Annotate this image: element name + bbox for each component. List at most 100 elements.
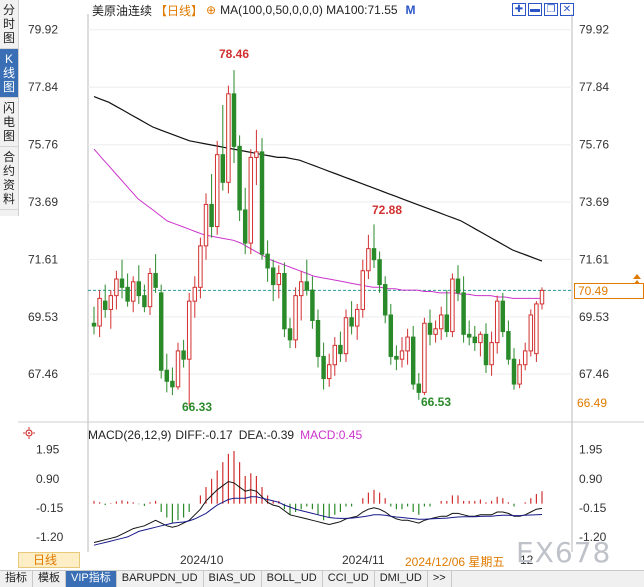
tab-boll[interactable]: BOLL_UD xyxy=(262,571,323,587)
tab-cci[interactable]: CCI_UD xyxy=(323,571,375,587)
candle-up xyxy=(450,278,455,333)
candle-up xyxy=(405,336,410,352)
tab-bias[interactable]: BIAS_UD xyxy=(204,571,262,587)
candle-up xyxy=(438,314,444,330)
high-label-2: 72.88 xyxy=(372,203,402,217)
candle-up xyxy=(332,344,338,366)
candle-down xyxy=(410,336,416,385)
candle-down xyxy=(287,328,293,341)
candle-down xyxy=(237,145,242,211)
price-tick-left: 77.84 xyxy=(28,80,58,94)
candle-down xyxy=(259,151,265,255)
candle-down xyxy=(483,333,489,366)
symbol-name: 美原油连续 xyxy=(92,3,153,18)
price-tick-right: 71.61 xyxy=(579,252,609,266)
candle-down xyxy=(315,320,321,357)
dea-line xyxy=(93,496,543,546)
candle-down xyxy=(416,383,422,393)
side-tab-lightning[interactable]: 闪电图 xyxy=(0,98,18,147)
candle-down xyxy=(181,350,186,360)
low-label-2: 66.53 xyxy=(421,395,451,409)
candle-down xyxy=(506,331,511,360)
zoom-in-icon[interactable]: ✚ xyxy=(512,3,526,16)
price-tick-right: 77.84 xyxy=(579,80,609,94)
candle-down xyxy=(349,317,354,327)
macd-title[interactable]: MACD(26,12,9) xyxy=(88,428,172,442)
restore-icon[interactable]: ❐ xyxy=(544,3,558,16)
candle-down xyxy=(472,336,478,344)
tab-template[interactable]: 模板 xyxy=(33,571,66,587)
candle-up xyxy=(254,151,259,158)
candle-down xyxy=(270,267,276,286)
candle-up xyxy=(226,93,231,183)
candle-down xyxy=(142,295,147,308)
period-label[interactable]: 【日线】 xyxy=(155,3,204,18)
candle-up xyxy=(203,203,209,247)
candle-up xyxy=(293,295,298,341)
candle-up xyxy=(114,278,119,297)
tab-vip-indicator[interactable]: VIP指标 xyxy=(66,571,117,587)
macd-diff-value: DIFF:-0.17 xyxy=(175,428,233,442)
high-label-1: 78.46 xyxy=(219,47,249,61)
candle-down xyxy=(158,292,164,371)
price-tick-right: 75.76 xyxy=(579,138,609,152)
macd-tick-right: 1.95 xyxy=(579,443,603,457)
candle-down xyxy=(265,253,270,269)
macd-tick-right: -0.15 xyxy=(579,501,607,515)
candle-down xyxy=(125,286,130,302)
visible-low-price: 66.49 xyxy=(577,396,608,410)
price-up-arrow-icon xyxy=(633,274,641,285)
candle-up xyxy=(517,364,522,385)
chart-header: 美原油连续 【日线】 ⊕ MA(100,0,50,0,0,0) MA100:71… xyxy=(92,2,416,18)
candle-down xyxy=(444,314,450,333)
add-indicator-icon[interactable]: ⊕ xyxy=(206,3,217,17)
indicator-tab-bar: 指标 模板 VIP指标 BARUPDN_UD BIAS_UD BOLL_UD C… xyxy=(0,570,644,587)
macd-tick-right: -1.20 xyxy=(579,530,607,544)
candle-down xyxy=(461,292,466,335)
candle-down xyxy=(321,355,326,380)
candle-up xyxy=(343,317,349,355)
price-tick-left: 73.69 xyxy=(28,195,58,209)
candle-down xyxy=(136,281,142,297)
ma100-line xyxy=(93,96,543,262)
period-button[interactable]: 日线 xyxy=(18,552,80,568)
candle-down xyxy=(153,273,158,288)
candle-down xyxy=(500,300,506,333)
tab-more[interactable]: >> xyxy=(428,571,452,587)
date-label-dec: 12 xyxy=(520,553,534,567)
close-icon[interactable]: ✕ xyxy=(560,3,574,16)
tab-barupdn[interactable]: BARUPDN_UD xyxy=(117,571,204,587)
candle-down xyxy=(242,209,248,244)
candle-up xyxy=(489,342,494,366)
price-tick-right: 67.46 xyxy=(579,367,609,381)
candle-down xyxy=(91,322,97,327)
macd-tick-left: -0.15 xyxy=(36,501,64,515)
candle-up xyxy=(528,314,534,352)
candle-down xyxy=(282,273,287,330)
side-tab-contract-info[interactable]: 合约资料 xyxy=(0,147,18,210)
current-price-tag: 70.49 xyxy=(574,283,644,299)
ma50-line xyxy=(93,148,542,299)
candle-up xyxy=(354,308,360,327)
candle-down xyxy=(119,278,125,288)
candle-up xyxy=(97,297,102,327)
chevron-down-icon[interactable]: M xyxy=(405,3,416,17)
macd-header: MACD(26,12,9) DIFF:-0.17 DEA:-0.39 MACD:… xyxy=(88,428,368,442)
candle-down xyxy=(304,281,310,291)
candle-down xyxy=(170,380,175,388)
candle-down xyxy=(394,355,399,360)
side-tab-timeshare[interactable]: 分时图 xyxy=(0,0,18,49)
side-tab-bar: 分时图 K线图 闪电图 合约资料 xyxy=(0,0,19,216)
candle-up xyxy=(108,295,114,310)
side-tab-kline[interactable]: K线图 xyxy=(0,49,18,98)
price-annotations: 78.46 72.88 66.33 66.53 xyxy=(182,47,451,414)
zoom-out-icon[interactable]: ▬ xyxy=(528,3,542,16)
candle-up xyxy=(130,281,136,302)
tab-dmi[interactable]: DMI_UD xyxy=(375,571,428,587)
price-tick-right: 79.92 xyxy=(579,23,609,37)
ma-indicator-label: MA(100,0,50,0,0,0) MA100:71.55 xyxy=(220,3,398,17)
indicator-settings-icon[interactable] xyxy=(23,427,35,439)
low-label-1: 66.33 xyxy=(182,400,212,414)
tab-indicator[interactable]: 指标 xyxy=(0,571,33,587)
